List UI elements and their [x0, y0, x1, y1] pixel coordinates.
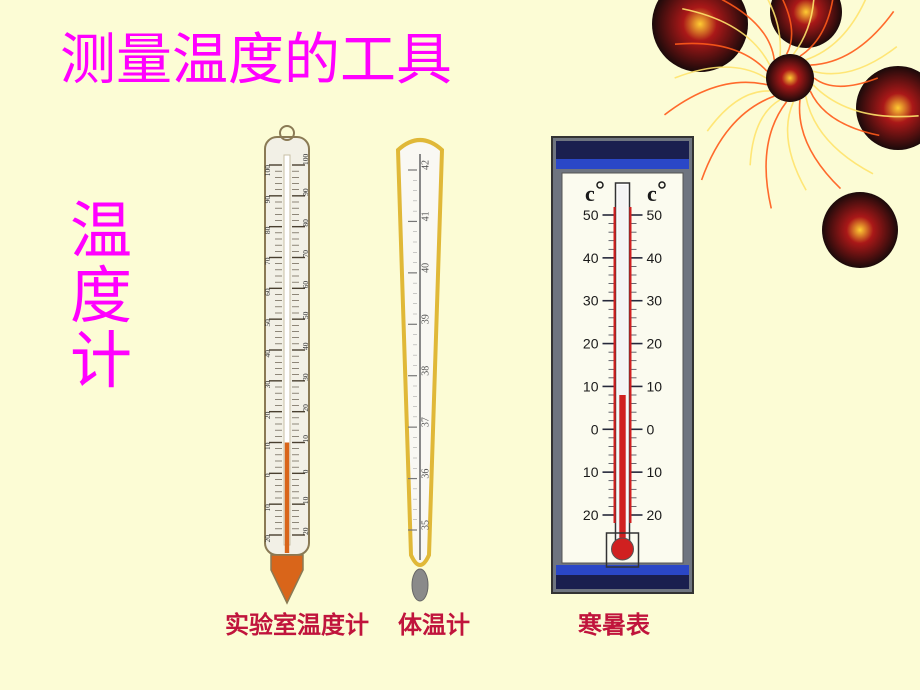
svg-text:20: 20 — [583, 336, 599, 352]
svg-text:10: 10 — [583, 464, 599, 480]
svg-text:c: c — [585, 181, 595, 206]
svg-text:20: 20 — [301, 404, 310, 412]
svg-text:10: 10 — [647, 464, 663, 480]
body-thermometer: 35 36 37 38 39 40 41 42 — [385, 130, 455, 605]
svg-text:50: 50 — [647, 207, 663, 223]
svg-text:0: 0 — [647, 421, 655, 437]
svg-text:10: 10 — [647, 378, 663, 394]
svg-text:39: 39 — [420, 314, 431, 324]
lab-thermometer: 2020101000101020203030404050506060707080… — [245, 125, 330, 605]
svg-text:90: 90 — [301, 188, 310, 196]
svg-text:41: 41 — [420, 211, 431, 221]
svg-text:20: 20 — [301, 527, 310, 535]
svg-text:80: 80 — [301, 219, 310, 227]
svg-text:100: 100 — [301, 154, 310, 166]
svg-text:20: 20 — [263, 411, 272, 419]
svg-text:50: 50 — [583, 207, 599, 223]
svg-text:40: 40 — [583, 250, 599, 266]
caption-body: 体温计 — [398, 605, 470, 640]
svg-text:60: 60 — [301, 281, 310, 289]
svg-text:10: 10 — [301, 435, 310, 443]
caption-weather: 寒暑表 — [578, 605, 650, 640]
svg-text:50: 50 — [263, 319, 272, 327]
svg-text:20: 20 — [583, 507, 599, 523]
svg-text:70: 70 — [301, 250, 310, 258]
side-vertical-label: 温度计 — [70, 200, 130, 395]
svg-text:10: 10 — [301, 496, 310, 504]
svg-text:c: c — [647, 181, 657, 206]
svg-text:30: 30 — [301, 373, 310, 381]
svg-text:20: 20 — [263, 535, 272, 543]
svg-text:10: 10 — [263, 504, 272, 512]
svg-text:90: 90 — [263, 196, 272, 204]
svg-text:30: 30 — [647, 293, 663, 309]
weather-thermometer: c c 20 20 10 10 0 0 10 10 20 20 30 30 40 40 50 50 — [550, 135, 695, 595]
svg-text:37: 37 — [420, 417, 431, 427]
svg-text:0: 0 — [263, 473, 272, 477]
svg-text:80: 80 — [263, 226, 272, 234]
svg-text:35: 35 — [420, 520, 431, 530]
svg-text:30: 30 — [583, 293, 599, 309]
svg-text:40: 40 — [263, 350, 272, 358]
svg-text:20: 20 — [647, 507, 663, 523]
svg-text:38: 38 — [420, 366, 431, 376]
caption-lab: 实验室温度计 — [225, 605, 369, 640]
svg-text:40: 40 — [647, 250, 663, 266]
svg-text:50: 50 — [301, 311, 310, 319]
svg-text:10: 10 — [263, 442, 272, 450]
svg-text:0: 0 — [301, 469, 310, 473]
svg-text:40: 40 — [420, 263, 431, 273]
svg-text:70: 70 — [263, 257, 272, 265]
svg-text:40: 40 — [301, 342, 310, 350]
page-title: 测量温度的工具 — [60, 15, 452, 96]
svg-text:60: 60 — [263, 288, 272, 296]
svg-text:0: 0 — [591, 421, 599, 437]
svg-text:36: 36 — [420, 469, 431, 479]
svg-text:30: 30 — [263, 381, 272, 389]
svg-text:10: 10 — [583, 378, 599, 394]
svg-text:42: 42 — [420, 160, 431, 170]
svg-text:20: 20 — [647, 336, 663, 352]
svg-text:100: 100 — [263, 165, 272, 177]
